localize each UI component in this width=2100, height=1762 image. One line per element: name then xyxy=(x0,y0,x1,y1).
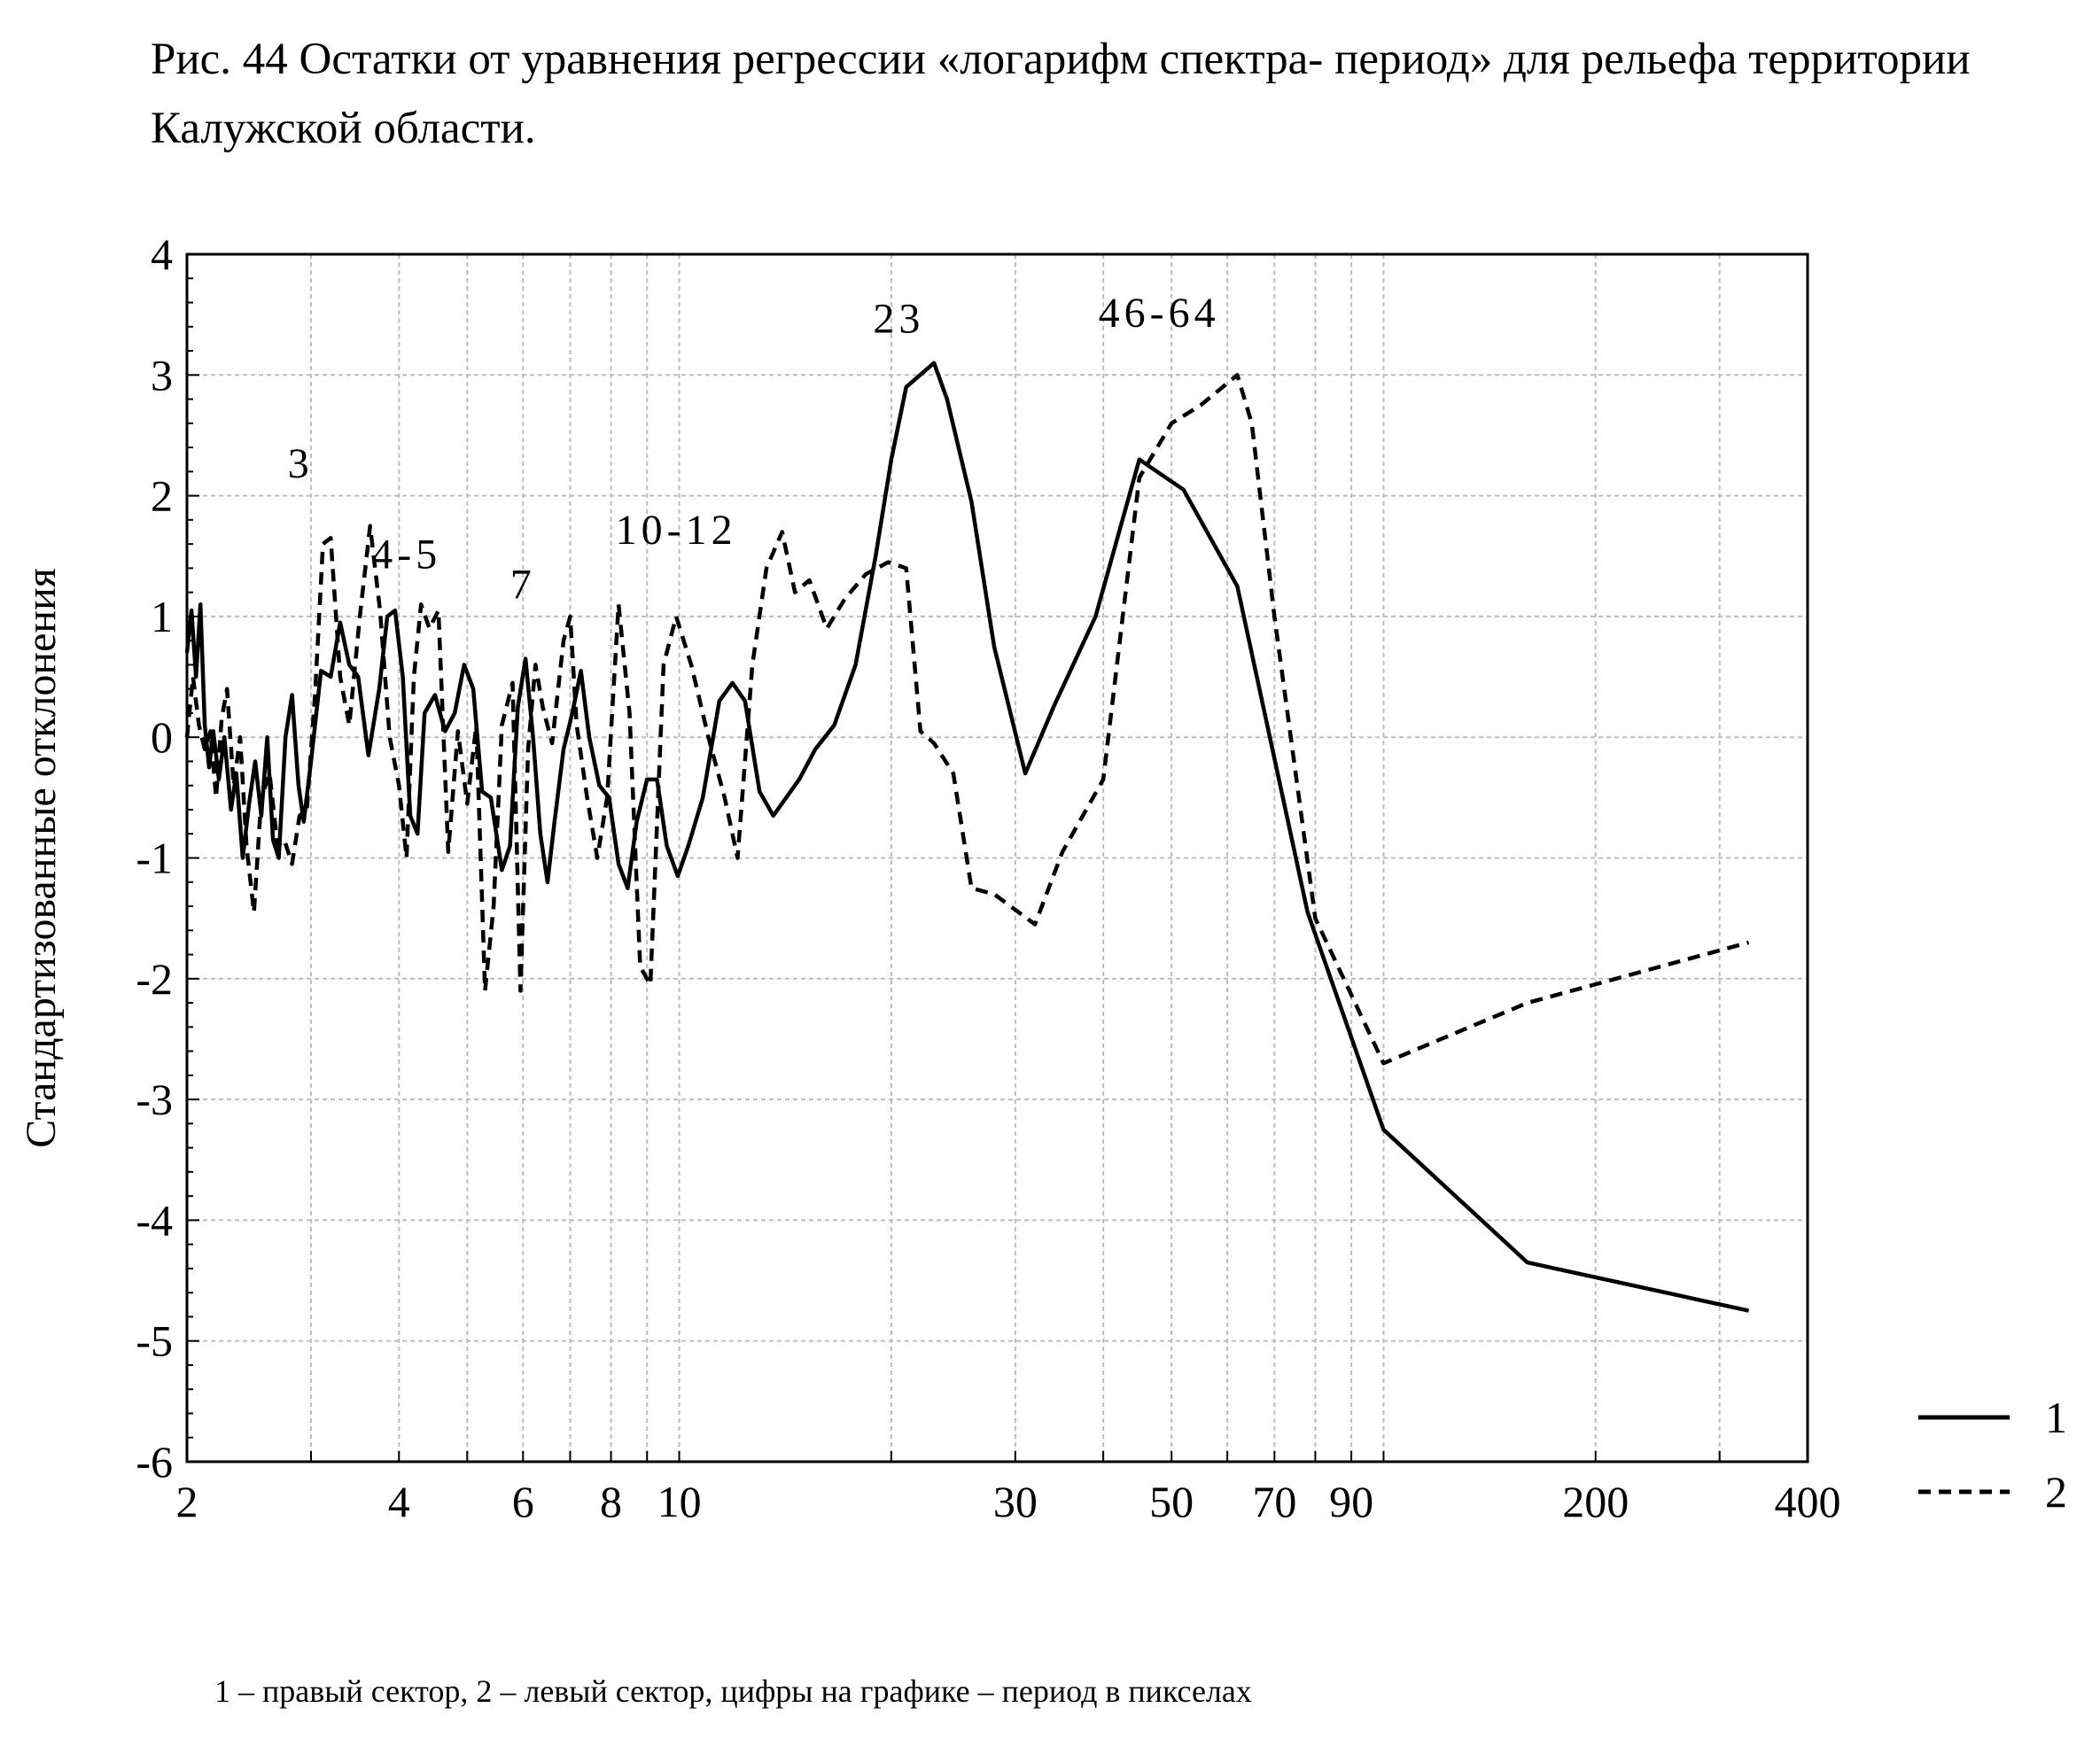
chart-legend: 12 xyxy=(1918,1393,2067,1517)
figure-caption: Рис. 44 Остатки от уравнения регрессии «… xyxy=(151,35,1971,153)
y-tick-label: 0 xyxy=(151,712,173,762)
x-tick-label: 90 xyxy=(1329,1477,1373,1526)
x-tick-label: 8 xyxy=(600,1477,622,1526)
legend-label-1: 1 xyxy=(2045,1393,2067,1442)
x-tick-label: 4 xyxy=(388,1477,410,1526)
y-tick-label: 1 xyxy=(151,592,173,641)
period-annotation: 4-5 xyxy=(371,531,441,578)
y-tick-label: -2 xyxy=(136,954,173,1004)
series-1-line xyxy=(184,361,1750,1313)
figure-note: 1 – правый сектор, 2 – левый сектор, циф… xyxy=(214,1673,1252,1709)
period-annotation: 23 xyxy=(873,296,924,343)
y-axis-label: Стандартизованные отклонения xyxy=(18,568,65,1148)
chart-annotations: 3 4-5 7 10-12 23 46-64 xyxy=(288,290,1220,609)
y-axis-ticks: 4 3 2 1 0 -1 -2 -3 -4 -5 -6 xyxy=(136,229,199,1486)
y-tick-label: -4 xyxy=(136,1195,173,1245)
period-annotation: 3 xyxy=(288,440,314,487)
x-tick-label: 400 xyxy=(1775,1477,1841,1526)
y-tick-label: -1 xyxy=(136,834,173,883)
y-tick-label: 3 xyxy=(151,350,173,400)
chart-series xyxy=(184,361,1750,1313)
period-annotation: 10-12 xyxy=(616,507,737,554)
x-tick-label: 10 xyxy=(657,1477,702,1526)
y-tick-label: -6 xyxy=(136,1437,173,1486)
x-tick-label: 2 xyxy=(176,1477,198,1526)
y-tick-label: -5 xyxy=(136,1316,173,1366)
legend-label-2: 2 xyxy=(2045,1467,2067,1517)
y-tick-label: -3 xyxy=(136,1075,173,1124)
x-tick-label: 50 xyxy=(1149,1477,1194,1526)
plot-frame xyxy=(185,252,1809,1463)
y-tick-label: 2 xyxy=(151,471,173,521)
series-2-line xyxy=(184,373,1750,1066)
x-axis-ticks: 2 4 6 8 10 30 50 70 90 200 400 xyxy=(176,1451,1841,1526)
period-annotation: 46-64 xyxy=(1099,290,1220,337)
y-tick-label: 4 xyxy=(151,229,173,279)
x-tick-label: 70 xyxy=(1252,1477,1296,1526)
period-annotation: 7 xyxy=(510,561,536,608)
x-tick-label: 6 xyxy=(512,1477,534,1526)
x-tick-label: 30 xyxy=(993,1477,1038,1526)
x-tick-label: 200 xyxy=(1562,1477,1629,1526)
chart-grid xyxy=(187,254,1808,1462)
